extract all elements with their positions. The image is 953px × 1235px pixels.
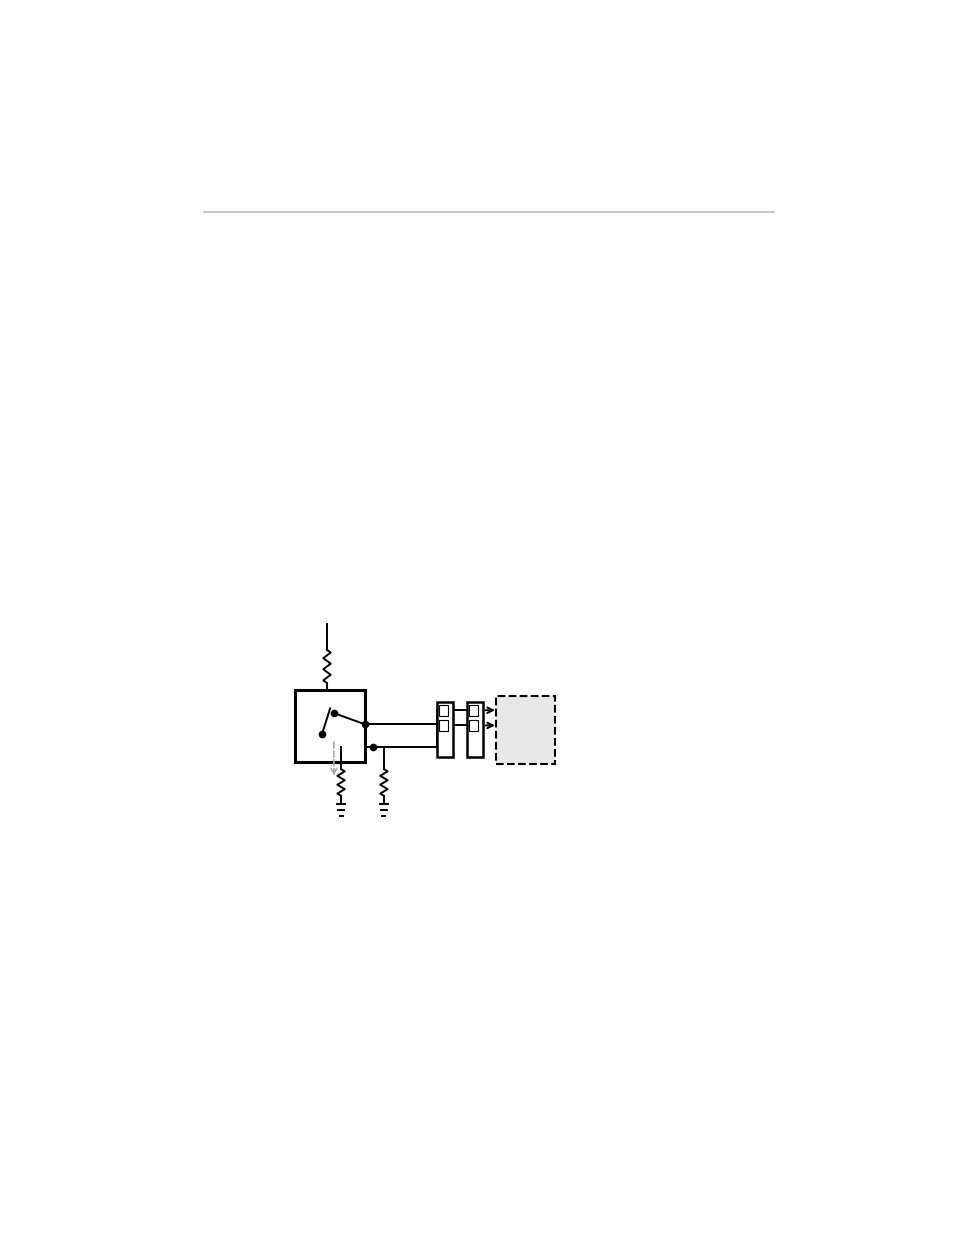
Bar (496, 697, 555, 764)
Bar (436, 701, 453, 757)
Bar (294, 690, 365, 762)
Bar (466, 701, 482, 757)
Bar (439, 720, 448, 731)
Bar (469, 720, 477, 731)
Bar (469, 704, 477, 716)
Bar (439, 704, 448, 716)
